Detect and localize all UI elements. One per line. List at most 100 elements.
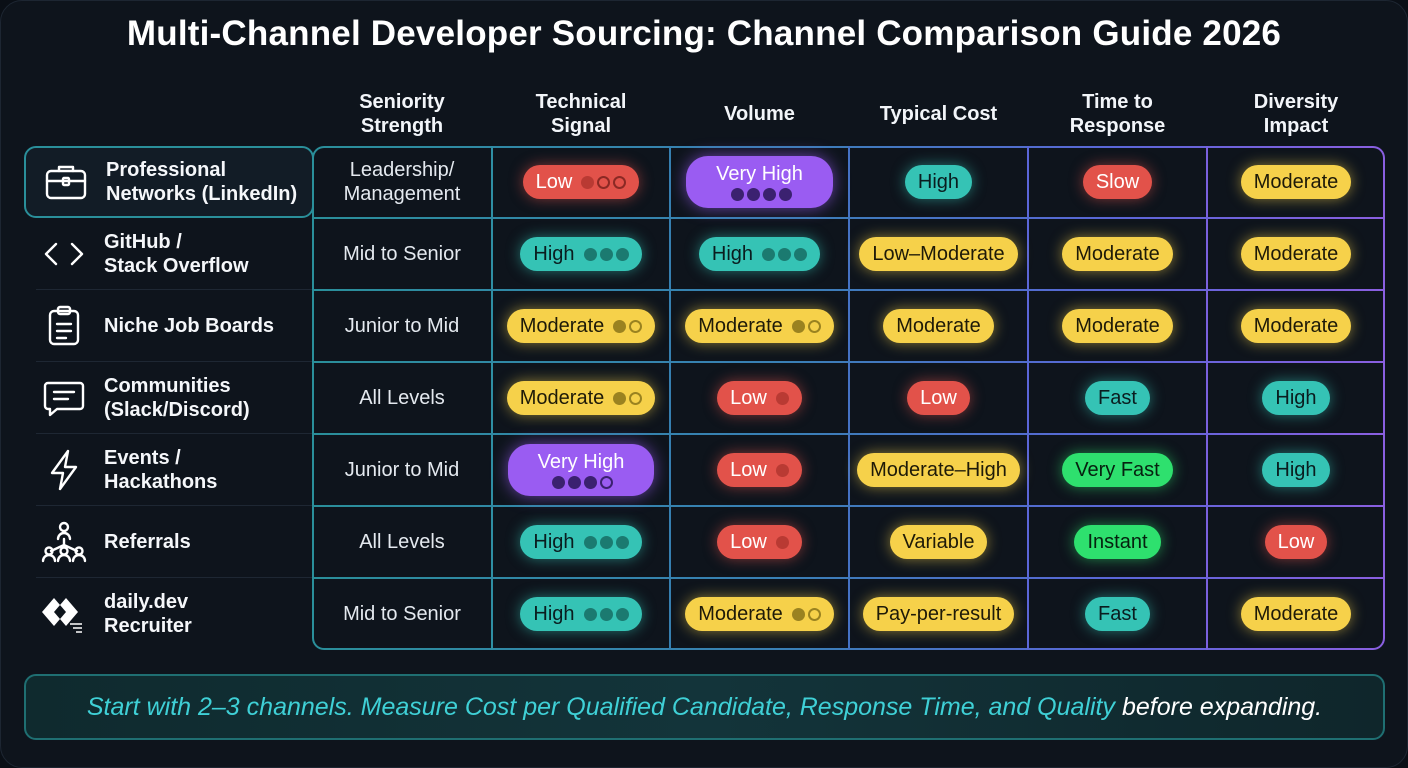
seniority-cell: Junior to Mid: [312, 434, 492, 506]
channel-row-divider: [36, 361, 312, 362]
diversity-impact-cell: Moderate: [1207, 218, 1385, 290]
rating-dot-filled: [762, 188, 776, 201]
channel-row-label: Niche Job Boards: [24, 290, 312, 362]
rating-dot-filled: [775, 535, 789, 549]
typical-cost-badge: Moderate: [883, 309, 994, 343]
technical-signal-cell: Moderate: [492, 362, 670, 434]
time-to-response-label: Moderate: [1075, 314, 1160, 337]
clipboard-icon: [24, 305, 104, 347]
rating-dot-filled: [613, 391, 627, 405]
seniority-cell: Leadership/ Management: [312, 146, 492, 218]
volume-label: Low: [730, 386, 767, 409]
rating-dots: [773, 391, 789, 405]
time-to-response-cell: Moderate: [1028, 290, 1207, 362]
seniority-cell: Mid to Senior: [312, 218, 492, 290]
rating-dots: [773, 535, 789, 549]
rating-dots: [789, 319, 821, 333]
seniority-cell: Junior to Mid: [312, 290, 492, 362]
technical-signal-label: Moderate: [519, 314, 605, 337]
referral-network-icon: [24, 521, 104, 563]
time-to-response-cell: Instant: [1028, 506, 1207, 578]
rating-dot-filled: [584, 476, 597, 489]
rating-dot-filled: [613, 319, 627, 333]
volume-badge: Moderate: [685, 309, 834, 343]
volume-badge: Low: [717, 453, 802, 487]
rating-dots: [610, 391, 643, 405]
rating-dot-filled: [583, 535, 597, 549]
seniority-text: Mid to Senior: [343, 242, 461, 265]
rating-dots: [581, 247, 629, 261]
rating-dot-filled: [791, 319, 805, 333]
rating-dot-filled: [615, 607, 629, 621]
code-icon: [24, 239, 104, 269]
volume-label: Moderate: [698, 314, 783, 337]
volume-badge: Very High: [686, 156, 833, 208]
time-to-response-badge: Moderate: [1062, 309, 1173, 343]
technical-signal-badge: Very High: [507, 444, 655, 496]
diversity-impact-label: Low: [1277, 530, 1315, 553]
channel-row-divider: [36, 577, 312, 578]
typical-cost-cell: High: [849, 146, 1028, 218]
typical-cost-badge: Pay-per-result: [862, 597, 1015, 631]
grid-row-divider: [312, 433, 1385, 435]
typical-cost-label: Moderate: [896, 314, 981, 337]
rating-dot-filled: [599, 247, 613, 261]
volume-label: Low: [730, 458, 767, 481]
rating-dot-empty: [629, 391, 643, 405]
rating-dots: [549, 476, 613, 489]
rating-dot-filled: [775, 463, 789, 477]
grid-column-divider: [669, 146, 671, 650]
time-to-response-badge: Fast: [1085, 381, 1150, 415]
footer-tip-rest: before expanding.: [1121, 692, 1323, 721]
typical-cost-label: Moderate–High: [870, 458, 1007, 481]
rating-dot-filled: [568, 476, 581, 489]
diversity-impact-label: Moderate: [1253, 242, 1339, 265]
diversity-impact-cell: High: [1207, 362, 1385, 434]
rating-dots: [789, 607, 821, 621]
time-to-response-label: Fast: [1098, 602, 1137, 625]
seniority-text: All Levels: [359, 530, 445, 553]
typical-cost-cell: Low: [849, 362, 1028, 434]
typical-cost-cell: Pay-per-result: [849, 578, 1028, 650]
time-to-response-label: Fast: [1098, 386, 1137, 409]
rating-dot-filled: [775, 391, 789, 405]
time-to-response-cell: Fast: [1028, 362, 1207, 434]
rating-dot-filled: [746, 188, 760, 201]
typical-cost-cell: Low–Moderate: [849, 218, 1028, 290]
footer-tip: Start with 2–3 channels. Measure Cost pe…: [24, 674, 1385, 740]
rating-dots: [581, 607, 629, 621]
typical-cost-cell: Moderate–High: [849, 434, 1028, 506]
column-header: Typical Cost: [879, 103, 998, 125]
time-to-response-badge: Slow: [1082, 165, 1153, 199]
technical-signal-label: Very High: [537, 451, 625, 473]
diversity-impact-cell: High: [1207, 434, 1385, 506]
rating-dot-empty: [613, 175, 627, 189]
seniority-cell: All Levels: [312, 362, 492, 434]
rating-dot-empty: [600, 476, 613, 489]
rating-dot-filled: [730, 188, 744, 201]
typical-cost-badge: High: [904, 165, 973, 199]
channel-name: Professional Networks (LinkedIn): [106, 158, 298, 205]
technical-signal-cell: Moderate: [492, 290, 670, 362]
technical-signal-label: High: [533, 530, 575, 553]
diversity-impact-badge: Moderate: [1240, 309, 1352, 343]
rating-dot-filled: [791, 607, 805, 621]
rating-dot-filled: [778, 247, 792, 261]
grid-column-divider: [491, 146, 493, 650]
column-header: Volume: [724, 103, 795, 125]
channel-row-label: Referrals: [24, 506, 312, 578]
rating-dot-filled: [552, 476, 565, 489]
time-to-response-cell: Very Fast: [1028, 434, 1207, 506]
typical-cost-cell: Variable: [849, 506, 1028, 578]
channel-row-divider: [36, 289, 312, 290]
daily-dev-logo-icon: [24, 594, 104, 634]
chat-icon: [24, 378, 104, 418]
technical-signal-badge: High: [520, 525, 642, 559]
channel-row-divider: [36, 433, 312, 434]
column-header: Diversity Impact: [1253, 91, 1339, 137]
rating-dot-filled: [599, 535, 613, 549]
technical-signal-label: High: [533, 602, 575, 625]
technical-signal-cell: Very High: [492, 434, 670, 506]
rating-dots: [581, 535, 629, 549]
technical-signal-badge: High: [520, 237, 642, 271]
